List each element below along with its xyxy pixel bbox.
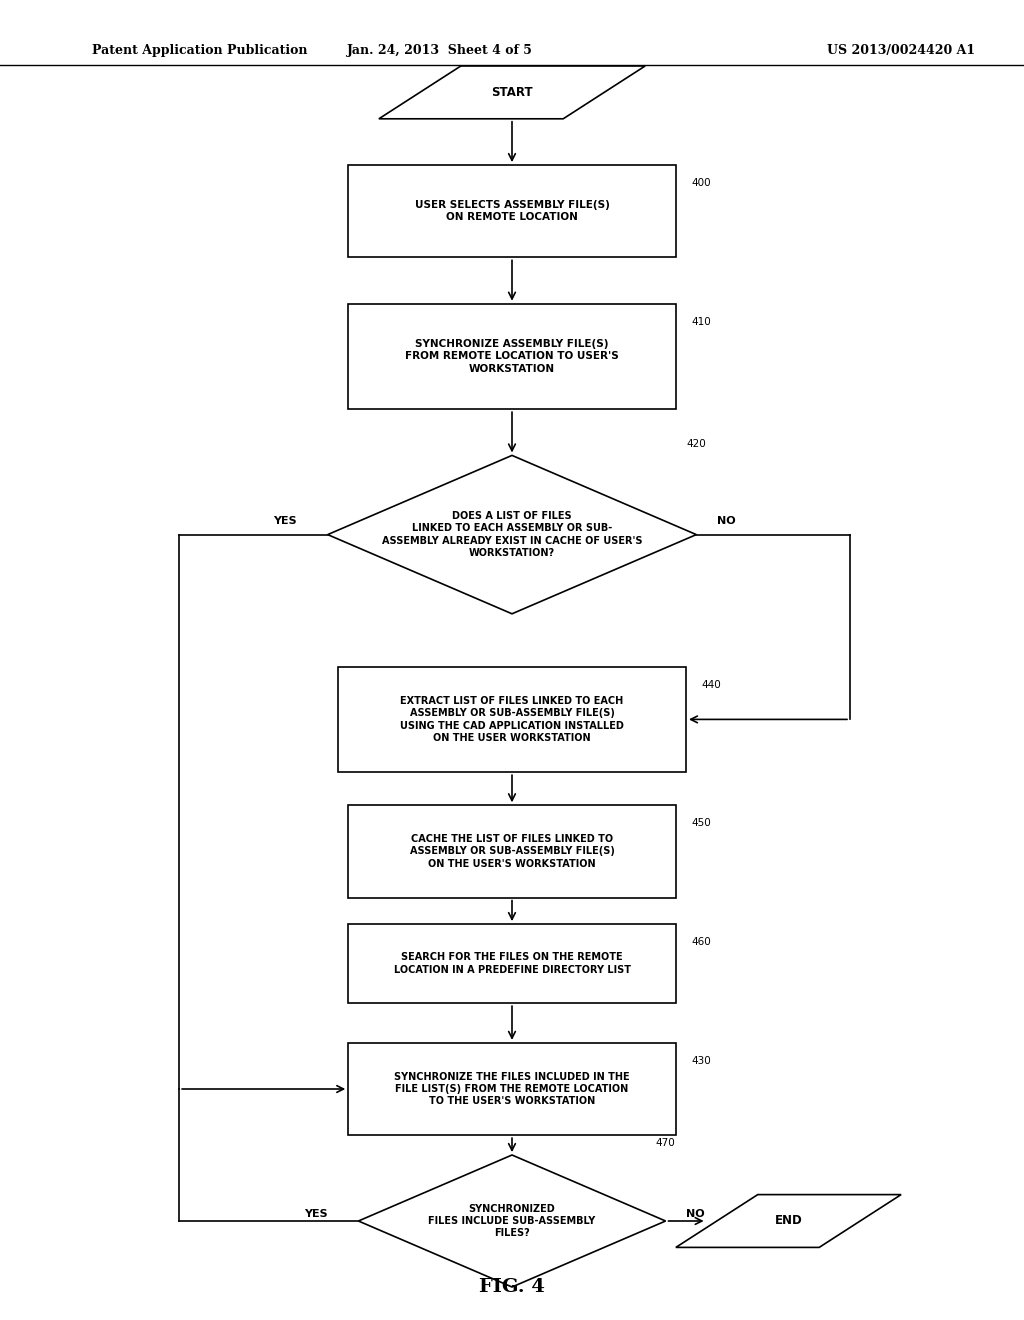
Text: NO: NO <box>686 1209 705 1220</box>
Text: 470: 470 <box>655 1138 675 1148</box>
Text: END: END <box>774 1214 803 1228</box>
FancyBboxPatch shape <box>348 1043 676 1135</box>
Text: 420: 420 <box>686 438 706 449</box>
Text: US 2013/0024420 A1: US 2013/0024420 A1 <box>827 44 975 57</box>
FancyBboxPatch shape <box>348 924 676 1003</box>
Text: SYNCHRONIZE THE FILES INCLUDED IN THE
FILE LIST(S) FROM THE REMOTE LOCATION
TO T: SYNCHRONIZE THE FILES INCLUDED IN THE FI… <box>394 1072 630 1106</box>
Text: SYNCHRONIZE ASSEMBLY FILE(S)
FROM REMOTE LOCATION TO USER'S
WORKSTATION: SYNCHRONIZE ASSEMBLY FILE(S) FROM REMOTE… <box>406 339 618 374</box>
Text: SEARCH FOR THE FILES ON THE REMOTE
LOCATION IN A PREDEFINE DIRECTORY LIST: SEARCH FOR THE FILES ON THE REMOTE LOCAT… <box>393 953 631 974</box>
Text: YES: YES <box>304 1209 328 1220</box>
Text: YES: YES <box>273 516 297 527</box>
Text: CACHE THE LIST OF FILES LINKED TO
ASSEMBLY OR SUB-ASSEMBLY FILE(S)
ON THE USER'S: CACHE THE LIST OF FILES LINKED TO ASSEMB… <box>410 834 614 869</box>
Polygon shape <box>358 1155 666 1287</box>
FancyBboxPatch shape <box>348 805 676 898</box>
Polygon shape <box>379 66 645 119</box>
Text: 430: 430 <box>691 1056 711 1067</box>
Text: FIG. 4: FIG. 4 <box>479 1278 545 1296</box>
Text: USER SELECTS ASSEMBLY FILE(S)
ON REMOTE LOCATION: USER SELECTS ASSEMBLY FILE(S) ON REMOTE … <box>415 201 609 222</box>
Text: Jan. 24, 2013  Sheet 4 of 5: Jan. 24, 2013 Sheet 4 of 5 <box>347 44 534 57</box>
Text: Patent Application Publication: Patent Application Publication <box>92 44 307 57</box>
Text: 440: 440 <box>701 680 721 690</box>
Text: START: START <box>492 86 532 99</box>
Text: 410: 410 <box>691 317 711 327</box>
FancyBboxPatch shape <box>348 165 676 257</box>
Text: 460: 460 <box>691 937 711 948</box>
Polygon shape <box>328 455 696 614</box>
Text: SYNCHRONIZED
FILES INCLUDE SUB-ASSEMBLY
FILES?: SYNCHRONIZED FILES INCLUDE SUB-ASSEMBLY … <box>428 1204 596 1238</box>
Text: 400: 400 <box>691 178 711 189</box>
FancyBboxPatch shape <box>348 304 676 409</box>
Text: DOES A LIST OF FILES
LINKED TO EACH ASSEMBLY OR SUB-
ASSEMBLY ALREADY EXIST IN C: DOES A LIST OF FILES LINKED TO EACH ASSE… <box>382 511 642 558</box>
Text: NO: NO <box>717 516 735 527</box>
Text: EXTRACT LIST OF FILES LINKED TO EACH
ASSEMBLY OR SUB-ASSEMBLY FILE(S)
USING THE : EXTRACT LIST OF FILES LINKED TO EACH ASS… <box>400 696 624 743</box>
FancyBboxPatch shape <box>338 667 686 772</box>
Polygon shape <box>676 1195 901 1247</box>
Text: 450: 450 <box>691 818 711 829</box>
